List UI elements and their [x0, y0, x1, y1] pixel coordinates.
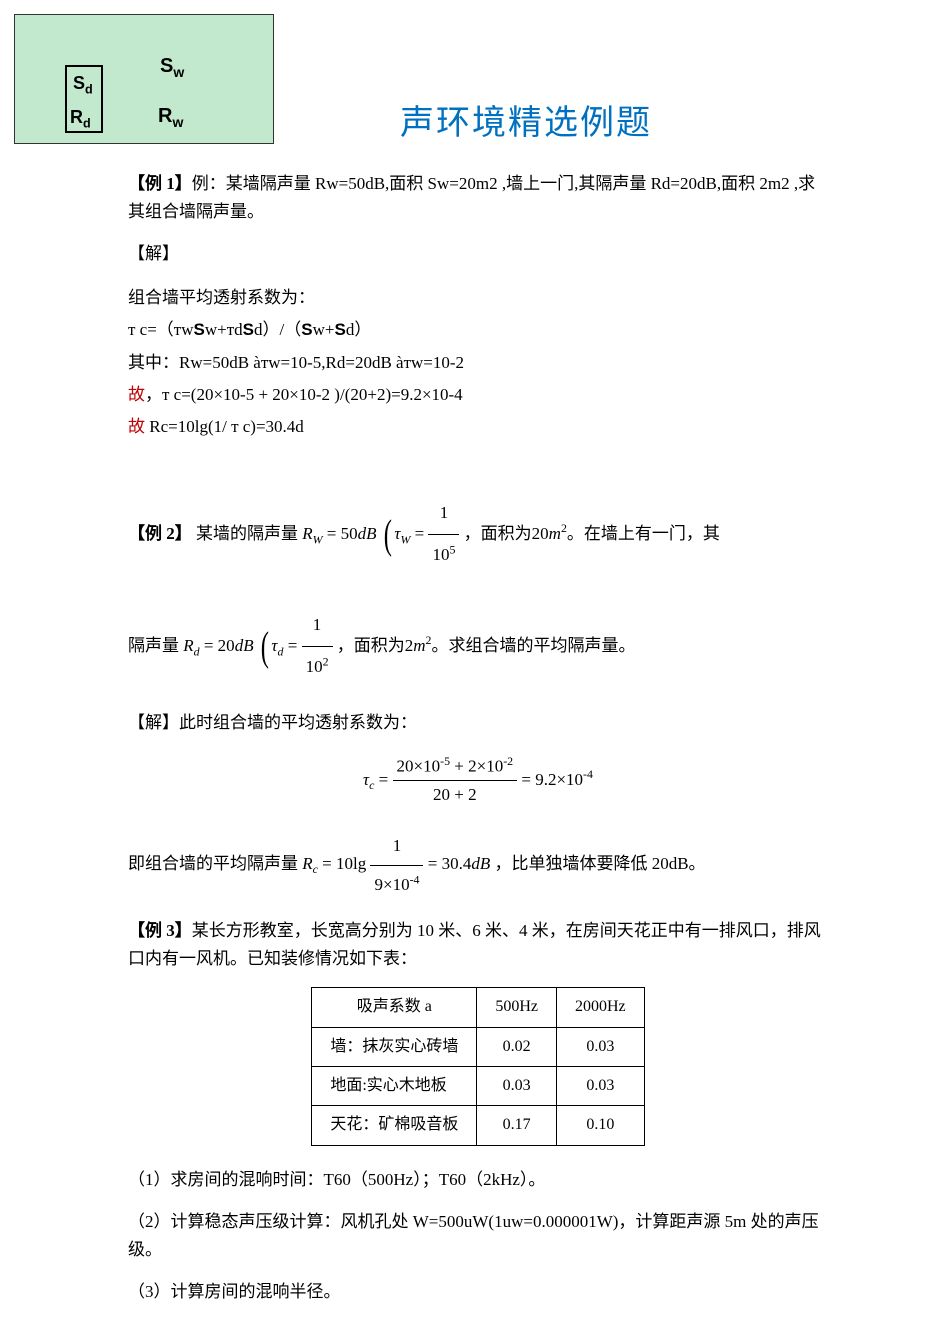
table-header: 500Hz	[477, 988, 557, 1027]
table-header-row: 吸声系数 a 500Hz 2000Hz	[312, 988, 644, 1027]
ex2-tauc-eq: τc = 20×10-5 + 2×10-2 20 + 2 = 9.2×10-4	[128, 752, 828, 810]
label-rd: Rd	[70, 107, 91, 131]
ex1-sol-label: 【解】	[128, 240, 828, 268]
ex3-q2: （2）计算稳态声压级计算：风机孔处 W=500uW(1uw=0.000001W)…	[128, 1208, 828, 1264]
label-sd: Sd	[73, 73, 93, 97]
table-row: 墙：抹灰实心砖墙 0.02 0.03	[312, 1027, 644, 1066]
ex1-solution: 组合墙平均透射系数为： т c=（тwSw+тdSd）/（Sw+Sd） 其中：R…	[128, 282, 828, 443]
ex2-conclusion: 即组合墙的平均隔声量 Rc = 10lg 19×10-4 = 30.4dB ，比…	[128, 827, 828, 903]
ex2-problem-line2: 隔声量 Rd = 20dB (τd = 1102 ，面积为2m2。求组合墙的平均…	[128, 598, 828, 696]
ex3-q1: （1）求房间的混响时间：T60（500Hz）；T60（2kHz）。	[128, 1166, 828, 1194]
ex1-label: 【例 1】	[128, 174, 192, 193]
table-row: 地面:实心木地板 0.03 0.03	[312, 1066, 644, 1105]
label-sw: Sw	[160, 55, 184, 80]
page-title: 声环境精选例题	[400, 95, 652, 144]
ex3-q3: （3）计算房间的混响半径。	[128, 1278, 828, 1306]
document-body: 【例 1】例：某墙隔声量 Rw=50dB,面积 Sw=20m2 ,墙上一门,其隔…	[128, 170, 828, 1320]
ex1-line5: 故 Rc=10lg(1/ т c)=30.4d	[128, 411, 828, 443]
ex1-line1: 组合墙平均透射系数为：	[128, 282, 828, 314]
table-header: 吸声系数 a	[312, 988, 477, 1027]
ex1-line4: 故，т c=(20×10-5 + 20×10-2 )/(20+2)=9.2×10…	[128, 379, 828, 411]
ex1-problem: 【例 1】例：某墙隔声量 Rw=50dB,面积 Sw=20m2 ,墙上一门,其隔…	[128, 170, 828, 226]
absorption-table: 吸声系数 a 500Hz 2000Hz 墙：抹灰实心砖墙 0.02 0.03 地…	[311, 987, 644, 1146]
ex1-line3: 其中：Rw=50dB àтw=10-5,Rd=20dB àтw=10-2	[128, 347, 828, 379]
label-rw: Rw	[158, 105, 183, 130]
ex3-problem: 【例 3】某长方形教室，长宽高分别为 10 米、6 米、4 米，在房间天花正中有…	[128, 917, 828, 973]
table-header: 2000Hz	[557, 988, 645, 1027]
table-row: 天花：矿棉吸音板 0.17 0.10	[312, 1106, 644, 1145]
ex2-sol-label: 【解】此时组合墙的平均透射系数为：	[128, 709, 828, 737]
ex2-eq2: Rd = 20dB (τd = 1102	[183, 598, 332, 696]
ex2-problem-line1: 【例 2】 某墙的隔声量 RW = 50dB (τW = 1105 ，面积为20…	[128, 486, 828, 584]
ex2-rc-eq: Rc = 10lg 19×10-4 = 30.4dB	[302, 827, 490, 903]
composite-wall-diagram: Sd Rd Sw Rw	[14, 14, 274, 144]
ex3-label: 【例 3】	[128, 921, 192, 940]
ex2-label: 【例 2】	[128, 524, 192, 543]
ex1-line2: т c=（тwSw+тdSd）/（Sw+Sd）	[128, 314, 828, 346]
ex2-eq1: RW = 50dB (τW = 1105	[302, 486, 459, 584]
